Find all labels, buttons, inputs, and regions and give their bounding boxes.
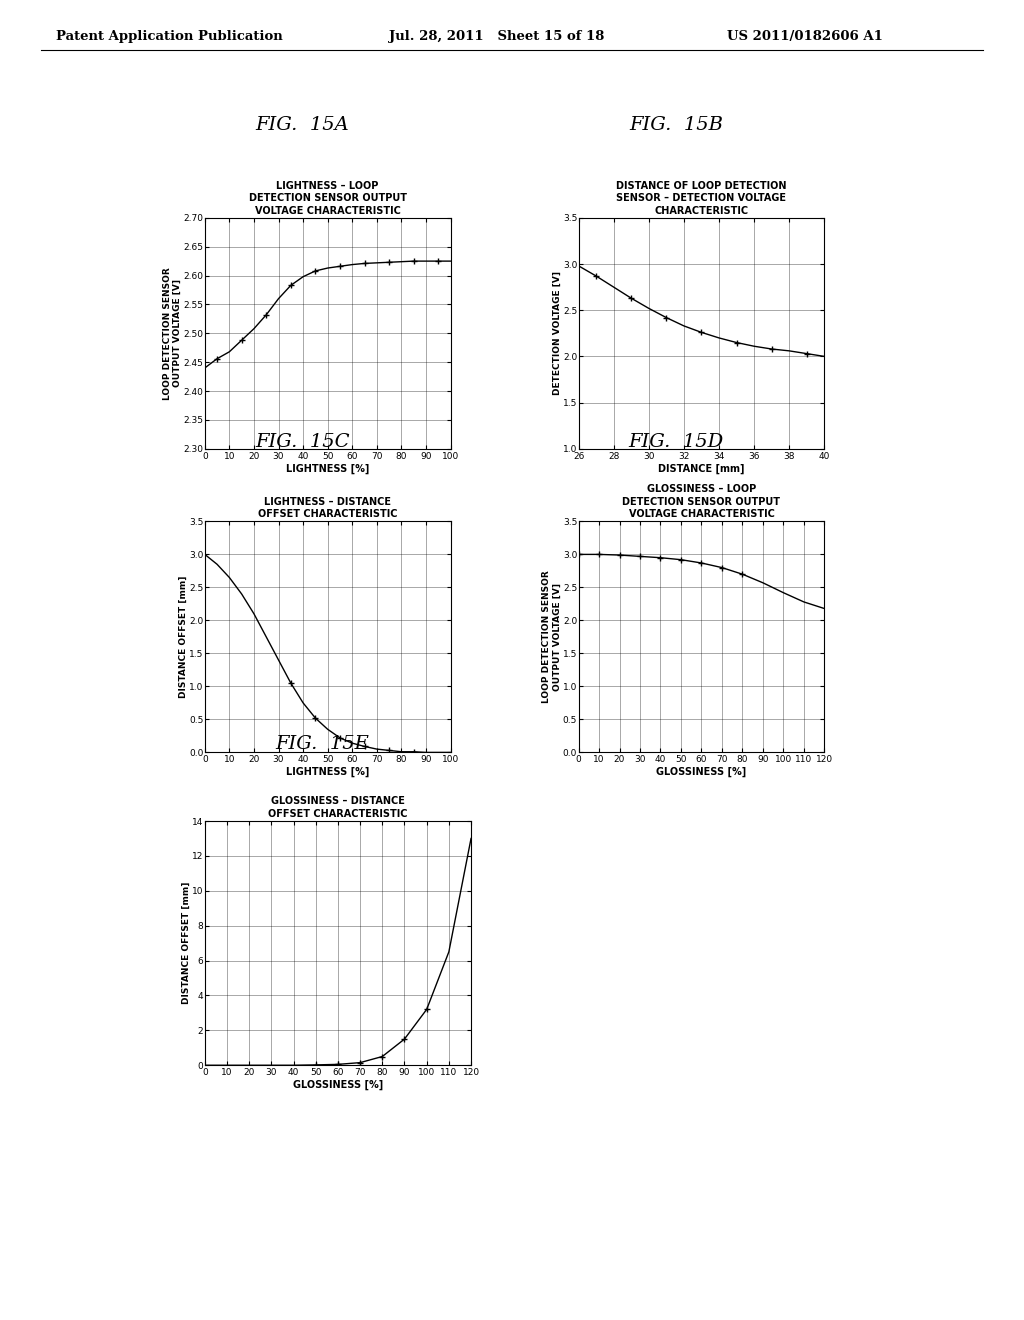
Y-axis label: DISTANCE OFFSET [mm]: DISTANCE OFFSET [mm] [178,576,187,698]
Title: DISTANCE OF LOOP DETECTION
SENSOR – DETECTION VOLTAGE
CHARACTERISTIC: DISTANCE OF LOOP DETECTION SENSOR – DETE… [616,181,786,215]
Y-axis label: LOOP DETECTION SENSOR
OUTPUT VOLTAGE [V]: LOOP DETECTION SENSOR OUTPUT VOLTAGE [V] [542,570,561,704]
Text: FIG.  15B: FIG. 15B [629,116,723,135]
Title: GLOSSINESS – LOOP
DETECTION SENSOR OUTPUT
VOLTAGE CHARACTERISTIC: GLOSSINESS – LOOP DETECTION SENSOR OUTPU… [623,484,780,519]
X-axis label: DISTANCE [mm]: DISTANCE [mm] [658,463,744,474]
Text: FIG.  15C: FIG. 15C [255,433,349,451]
Text: US 2011/0182606 A1: US 2011/0182606 A1 [727,30,883,44]
X-axis label: GLOSSINESS [%]: GLOSSINESS [%] [293,1080,383,1090]
Y-axis label: DETECTION VOLTAGE [V]: DETECTION VOLTAGE [V] [552,272,561,395]
Y-axis label: LOOP DETECTION SENSOR
OUTPUT VOLTAGE [V]: LOOP DETECTION SENSOR OUTPUT VOLTAGE [V] [163,267,182,400]
X-axis label: LIGHTNESS [%]: LIGHTNESS [%] [286,767,370,777]
Title: LIGHTNESS – LOOP
DETECTION SENSOR OUTPUT
VOLTAGE CHARACTERISTIC: LIGHTNESS – LOOP DETECTION SENSOR OUTPUT… [249,181,407,215]
Title: LIGHTNESS – DISTANCE
OFFSET CHARACTERISTIC: LIGHTNESS – DISTANCE OFFSET CHARACTERIST… [258,496,397,519]
Text: FIG.  15A: FIG. 15A [255,116,349,135]
Text: Patent Application Publication: Patent Application Publication [56,30,283,44]
X-axis label: GLOSSINESS [%]: GLOSSINESS [%] [656,767,746,777]
Text: Jul. 28, 2011   Sheet 15 of 18: Jul. 28, 2011 Sheet 15 of 18 [389,30,604,44]
Title: GLOSSINESS – DISTANCE
OFFSET CHARACTERISTIC: GLOSSINESS – DISTANCE OFFSET CHARACTERIS… [268,796,408,818]
Y-axis label: DISTANCE OFFSET [mm]: DISTANCE OFFSET [mm] [181,882,190,1005]
Text: FIG.  15D: FIG. 15D [628,433,724,451]
X-axis label: LIGHTNESS [%]: LIGHTNESS [%] [286,463,370,474]
Text: FIG.  15E: FIG. 15E [275,735,370,754]
